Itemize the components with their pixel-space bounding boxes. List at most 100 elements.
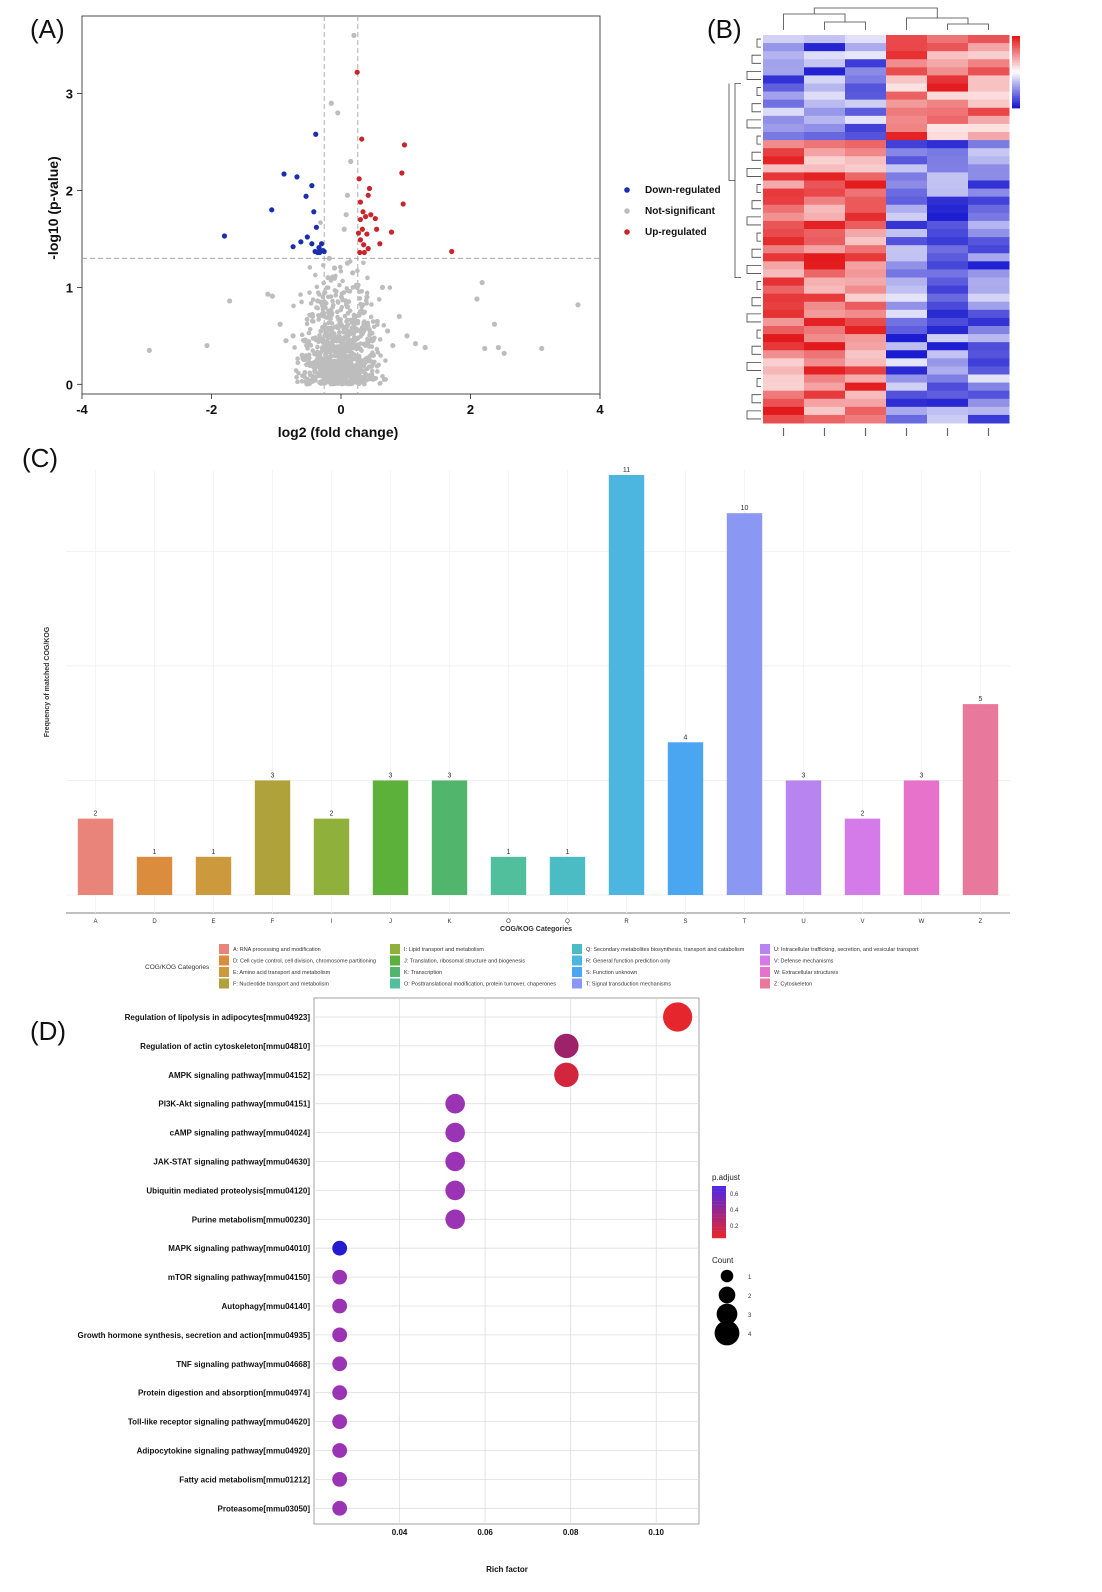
heatmap-cell — [763, 366, 805, 375]
volcano-point-up-regulated — [359, 226, 365, 232]
volcano-point-not-significant — [309, 313, 316, 320]
volcano-point-not-significant — [340, 350, 345, 355]
volcano-point-not-significant — [355, 268, 360, 274]
heatmap-cell — [927, 334, 969, 343]
volcano-point-not-significant — [335, 379, 342, 385]
heatmap-cell — [886, 59, 928, 68]
volcano-point-not-significant — [321, 310, 327, 316]
heatmap-cell — [763, 414, 805, 424]
heatmap-cell — [886, 261, 928, 270]
kegg-pathway-label: MAPK signaling pathway[mmu04010] — [168, 1244, 310, 1253]
volcano-point-not-significant — [374, 369, 380, 374]
heatmap-row-branch — [751, 345, 761, 355]
cog-x-tick-label: K — [447, 919, 451, 925]
volcano-point-not-significant — [307, 326, 313, 332]
volcano-point-not-significant — [348, 354, 354, 360]
kegg-pathway-label: Purine metabolism[mmu00230] — [192, 1215, 311, 1224]
heatmap-cell — [804, 35, 846, 44]
kegg-pathway-label: Proteasome[mmu03050] — [218, 1504, 311, 1513]
volcano-x-tick-label: 4 — [596, 402, 604, 417]
cog-bar-value-label: 1 — [153, 849, 157, 856]
cog-bar — [490, 856, 527, 895]
volcano-point-down-regulated — [221, 233, 228, 239]
volcano-point-not-significant — [321, 280, 326, 286]
volcano-point-not-significant — [575, 302, 581, 308]
kegg-bubble — [332, 1356, 348, 1372]
kegg-legend: p.adjust Count 0.6 0.4 0.2 1 2 3 4 — [712, 1173, 752, 1346]
cog-legend-swatch — [390, 944, 400, 954]
heatmap-cell — [763, 269, 805, 278]
heatmap-cell — [968, 83, 1010, 93]
heatmap-cell — [763, 406, 805, 416]
volcano-point-not-significant — [379, 284, 386, 290]
heatmap-cell — [968, 204, 1010, 214]
heatmap-cell — [763, 301, 805, 311]
volcano-point-not-significant — [361, 320, 366, 326]
count-legend-tick: 2 — [748, 1294, 752, 1300]
volcano-point-not-significant — [316, 317, 321, 322]
volcano-point-not-significant — [350, 270, 356, 276]
cog-bar — [844, 818, 881, 895]
volcano-x-axis-title: log2 (fold change) — [278, 424, 399, 440]
padjust-colorbar-segment — [712, 1235, 726, 1239]
heatmap-cell — [886, 350, 928, 359]
volcano-point-not-significant — [350, 285, 356, 290]
heatmap-cell — [927, 358, 969, 367]
heatmap-cell — [886, 342, 928, 351]
heatmap-colorbar-segment — [1012, 48, 1020, 51]
cog-bar — [195, 856, 232, 895]
volcano-legend-swatch — [624, 187, 630, 193]
heatmap-colorbar-segment — [1012, 38, 1020, 42]
volcano-point-not-significant — [318, 220, 323, 225]
volcano-point-not-significant — [301, 356, 307, 362]
volcano-point-not-significant — [307, 370, 313, 376]
volcano-point-not-significant — [356, 372, 361, 378]
volcano-point-not-significant — [296, 370, 301, 376]
padjust-colorbar-segment — [712, 1204, 726, 1207]
heatmap-colorbar-segment — [1012, 96, 1020, 99]
volcano-x-tick-label: -2 — [206, 402, 218, 417]
heatmap-colorbar-segment — [1012, 52, 1020, 56]
volcano-point-not-significant — [491, 321, 498, 327]
cog-legend-label: A: RNA processing and modification — [233, 947, 321, 953]
volcano-point-up-regulated — [354, 69, 360, 75]
heatmap-cell — [886, 301, 928, 311]
volcano-point-not-significant — [204, 342, 210, 349]
volcano-point-up-regulated — [364, 231, 370, 237]
volcano-point-up-regulated — [359, 136, 365, 142]
heatmap-cell — [763, 196, 805, 206]
volcano-point-up-regulated — [401, 142, 408, 148]
heatmap-cell — [763, 245, 805, 254]
cog-bar — [667, 742, 704, 895]
heatmap-cell — [804, 309, 846, 319]
volcano-point-not-significant — [355, 318, 361, 324]
volcano-plot: log2 (fold change) -log10 (p-value) -4 -2… — [45, 15, 721, 440]
cog-x-tick-label: T — [743, 919, 747, 925]
heatmap-colorbar — [1012, 36, 1020, 109]
volcano-point-not-significant — [324, 338, 330, 344]
heatmap-row-branch — [751, 394, 761, 404]
heatmap-cell — [886, 107, 928, 117]
heatmap-cell — [845, 83, 887, 93]
heatmap-cell — [804, 374, 846, 384]
volcano-point-not-significant — [303, 353, 309, 358]
volcano-point-not-significant — [277, 321, 283, 327]
heatmap-cell — [763, 309, 805, 319]
heatmap-cell — [804, 301, 846, 311]
kegg-pathway-label: Regulation of actin cytoskeleton[mmu0481… — [140, 1042, 310, 1051]
cog-y-axis-title: Frequency of matched COG/KOG — [44, 626, 51, 737]
volcano-point-up-regulated — [399, 170, 405, 176]
volcano-point-not-significant — [325, 372, 331, 378]
heatmap-cell — [968, 140, 1010, 149]
volcano-point-not-significant — [323, 364, 328, 370]
heatmap-cell — [763, 204, 805, 214]
volcano-point-not-significant — [316, 362, 321, 367]
volcano-point-up-regulated — [365, 192, 371, 198]
heatmap-cell — [763, 342, 805, 351]
heatmap-cell — [845, 398, 887, 408]
volcano-point-not-significant — [338, 372, 344, 378]
volcano-point-not-significant — [345, 310, 351, 316]
volcano-point-not-significant — [321, 356, 326, 362]
volcano-point-not-significant — [335, 314, 340, 320]
volcano-point-not-significant — [315, 305, 320, 311]
